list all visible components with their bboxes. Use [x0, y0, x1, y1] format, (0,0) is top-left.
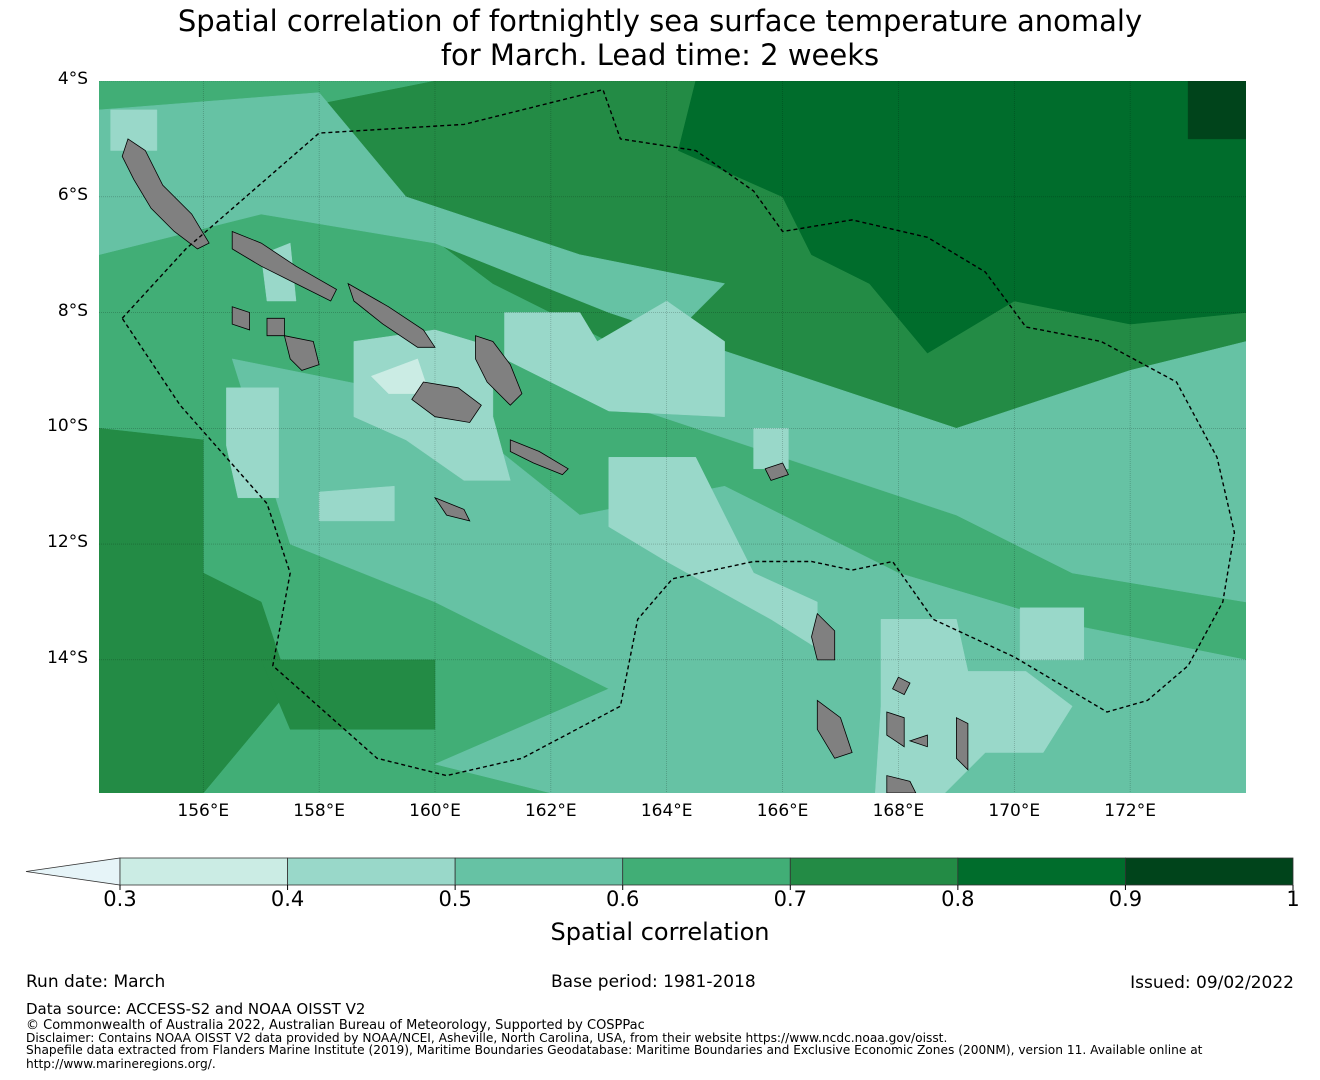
longitude-tick-label: 160°E [409, 801, 461, 821]
longitude-tick-label: 168°E [872, 801, 925, 821]
copyright-text: © Commonwealth of Australia 2022, Austra… [26, 1018, 645, 1033]
colorbar-segment [789, 857, 959, 886]
chart-title-line-2: for March. Lead time: 2 weeks [440, 38, 880, 72]
disclaimer-text: Disclaimer: Contains NOAA OISST V2 data … [26, 1031, 948, 1045]
latitude-tick-label: 4°S [57, 69, 88, 89]
colorbar-segment [454, 857, 624, 886]
map-plot-area [99, 81, 1246, 793]
island-landmass [956, 717, 969, 771]
island-landmass [509, 439, 569, 476]
longitude-tick-label: 172°E [1104, 801, 1156, 821]
colorbar-segment [287, 857, 456, 886]
island-landmass [811, 612, 836, 661]
island-landmass [411, 381, 482, 423]
correlation-region [504, 300, 725, 417]
latitude-tick-label: 8°S [57, 300, 88, 321]
issued-date: Issued: 09/02/2022 [1130, 973, 1294, 993]
island-landmass [347, 282, 436, 348]
colorbar-segment [1125, 857, 1294, 886]
latitude-tick-label: 6°S [57, 184, 88, 205]
island-landmass [121, 138, 210, 250]
longitude-tick-label: 156°E [177, 801, 230, 821]
shapefile-credit-line-1: Shapefile data extracted from Flanders M… [26, 1043, 1203, 1057]
latitude-tick-label: 10°S [47, 416, 88, 437]
colorbar-extension-arrow [25, 857, 121, 886]
correlation-region [260, 659, 436, 730]
island-landmass [231, 306, 251, 331]
shapefile-credit-line-2: http://www.marineregions.org/. [26, 1057, 216, 1071]
colorbar-tick-label: 0.7 [773, 887, 807, 911]
colorbar-tick-label: 0.8 [941, 887, 975, 911]
colorbar-tick-label: 0.5 [438, 887, 472, 911]
colorbar-tick-label: 0.4 [270, 887, 305, 911]
longitude-tick-label: 162°E [524, 801, 577, 821]
colorbar-segment [957, 857, 1126, 886]
correlation-region [99, 428, 291, 793]
chart-title-line-1: Spatial correlation of fortnightly sea s… [177, 4, 1143, 38]
correlation-region [318, 485, 395, 522]
colorbar-tick-label: 0.6 [606, 887, 640, 911]
colorbar [25, 857, 1294, 890]
longitude-tick-label: 170°E [988, 801, 1041, 821]
colorbar-title: Spatial correlation [550, 918, 770, 946]
colorbar-segment [119, 857, 288, 886]
latitude-tick-label: 14°S [47, 647, 88, 668]
correlation-region [678, 81, 1246, 354]
eez-boundary-line [121, 88, 1236, 777]
island-landmass [266, 317, 285, 337]
base-period: Base period: 1981-2018 [551, 972, 756, 992]
correlation-region [1019, 607, 1085, 661]
island-landmass [908, 734, 928, 748]
island-landmass [764, 462, 789, 481]
data-source: Data source: ACCESS-S2 and NOAA OISST V2 [26, 1000, 366, 1018]
island-landmass [886, 775, 917, 793]
colorbar-tick-label: 1 [1286, 887, 1300, 911]
correlation-region [875, 619, 1073, 793]
colorbar-tick-label: 0.3 [103, 887, 137, 911]
island-landmass [886, 711, 905, 748]
island-landmass [283, 335, 320, 371]
longitude-tick-label: 158°E [293, 801, 345, 821]
correlation-region [1187, 81, 1246, 140]
island-landmass [892, 676, 911, 696]
island-landmass [816, 699, 853, 759]
island-landmass [231, 230, 338, 302]
longitude-tick-label: 166°E [756, 801, 809, 821]
longitude-tick-label: 164°E [640, 801, 693, 821]
colorbar-segment [622, 857, 791, 886]
run-date: Run date: March [26, 972, 166, 992]
colorbar-tick-label: 0.9 [1108, 887, 1143, 911]
correlation-region [226, 387, 279, 499]
correlation-region [753, 428, 789, 470]
latitude-tick-label: 12°S [47, 532, 88, 553]
island-landmass [433, 496, 471, 522]
island-landmass [475, 335, 523, 406]
correlation-region [110, 109, 158, 151]
